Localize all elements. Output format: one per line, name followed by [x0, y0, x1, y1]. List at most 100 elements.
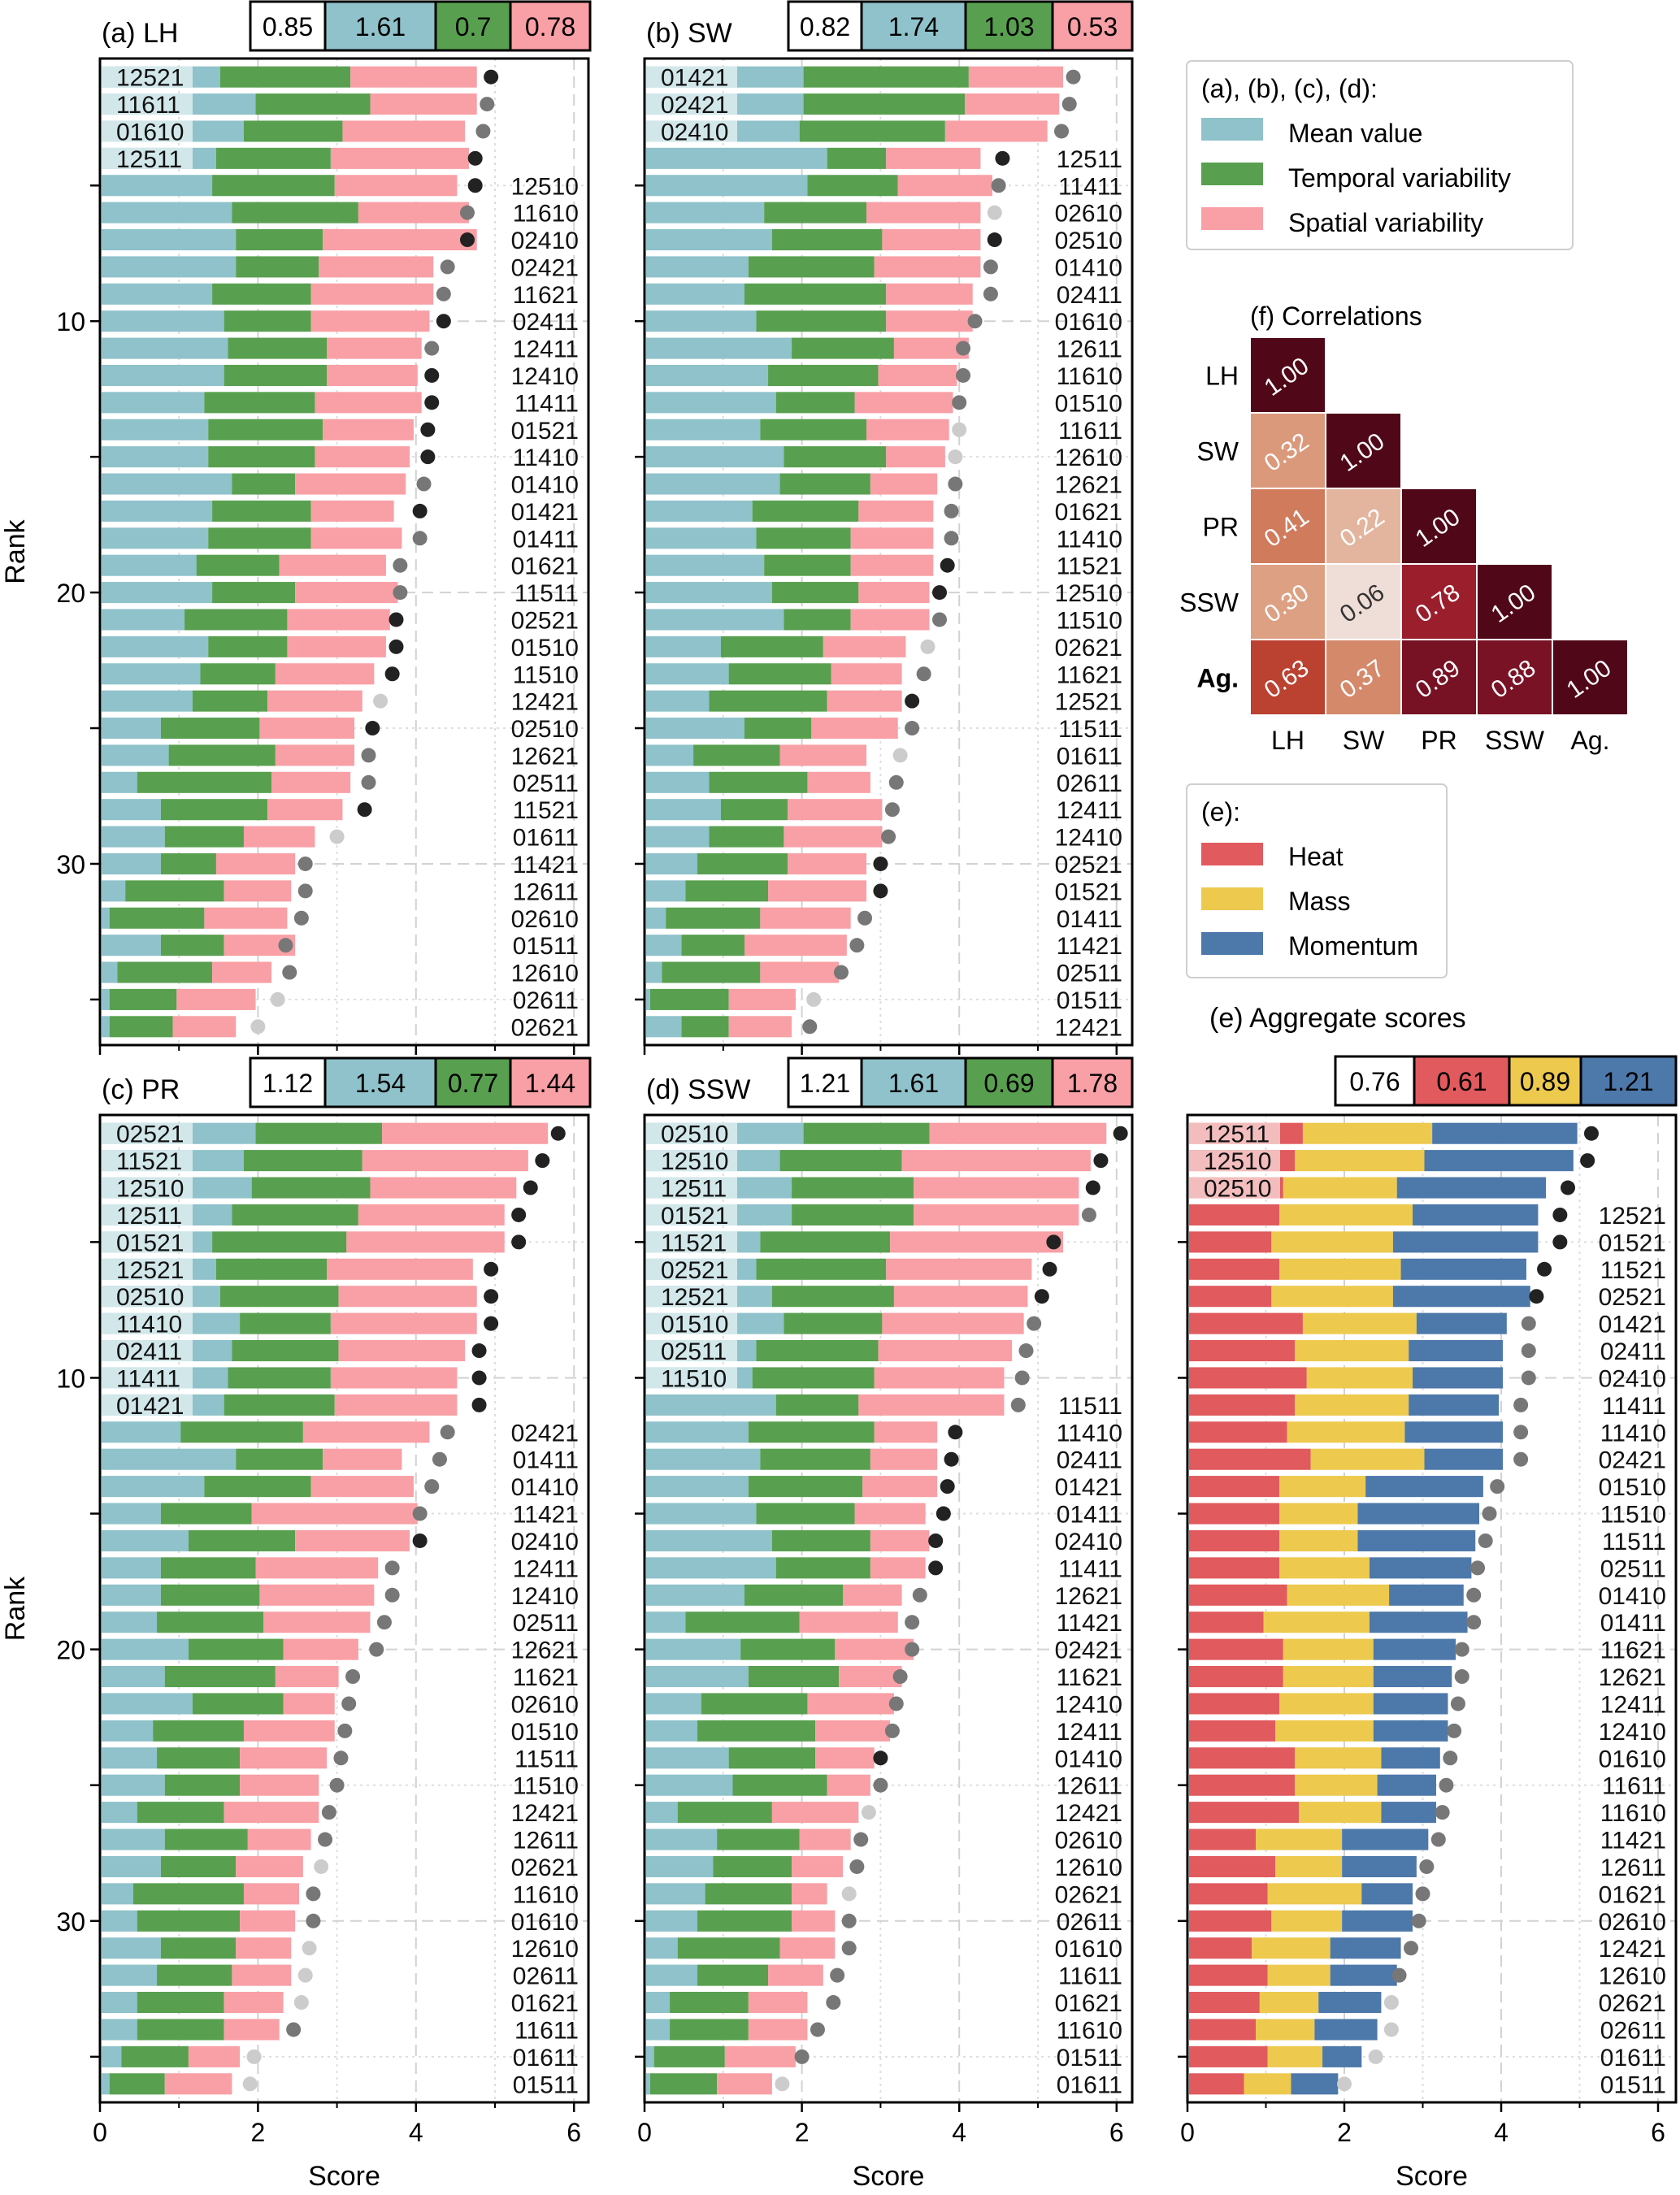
score-dot [888, 1696, 904, 1711]
row-label: 01511 [513, 933, 579, 960]
score-box [787, 1056, 863, 1108]
row-label: 02410 [661, 119, 728, 145]
score-dot [1482, 1506, 1497, 1521]
corr-row-label: SW [1196, 437, 1239, 466]
score-value: 0.76 [1349, 1067, 1400, 1096]
score-dot [389, 612, 404, 627]
bar-segment-2 [212, 500, 311, 522]
label-backdrop [646, 66, 737, 88]
bar-segment-2 [208, 446, 315, 468]
row-label: 01411 [1600, 1610, 1666, 1637]
bar-segment-2 [1283, 1638, 1374, 1660]
bar-segment-2 [180, 1421, 303, 1443]
row-label: 02611 [1600, 2017, 1666, 2044]
bar-segment-3 [1342, 1855, 1417, 1877]
bar-segment-3 [315, 392, 422, 414]
bar-segment-2 [164, 1828, 248, 1850]
bar-segment-3 [1413, 1367, 1503, 1389]
label-backdrop [102, 1204, 193, 1225]
bar-segment-3 [370, 1177, 517, 1199]
bar-segment-3 [858, 582, 930, 604]
bar-segment-3 [807, 1693, 894, 1715]
bar-segment-2 [1278, 1557, 1370, 1579]
label-backdrop [102, 120, 193, 142]
score-dot [794, 2049, 810, 2064]
bar-segment-3 [172, 1016, 237, 1038]
bar-segment-3 [878, 364, 957, 386]
score-dot [293, 910, 309, 926]
bar-segment-1 [102, 935, 161, 957]
label-backdrop [646, 1340, 737, 1362]
score-value: 1.21 [800, 1069, 850, 1098]
bar-segment-3 [760, 907, 851, 929]
score-dot [830, 1967, 845, 1983]
row-label: 01510 [1055, 390, 1122, 417]
bar-segment-1 [646, 609, 784, 631]
bar-segment-2 [1302, 1122, 1433, 1144]
score-dot [873, 856, 888, 871]
row-label: 11611 [1602, 1773, 1666, 1800]
bar-segment-2 [164, 826, 244, 848]
score-dot [920, 639, 936, 654]
row-label: 02610 [511, 1691, 579, 1718]
bar-segment-2 [137, 1992, 224, 2014]
score-dot [471, 1397, 487, 1412]
score-dot [459, 205, 475, 220]
row-label: 02410 [1055, 1529, 1122, 1555]
bar-segment-1 [102, 2073, 110, 2095]
bar-segment-2 [219, 66, 351, 88]
score-dot [1027, 1316, 1042, 1331]
score-dot [424, 1479, 440, 1494]
score-dot [1415, 1886, 1430, 1902]
score-dot [412, 531, 428, 546]
bar-segment-2 [212, 582, 296, 604]
legend-swatch-temporal [1201, 163, 1263, 185]
score-dot [1513, 1451, 1529, 1467]
label-backdrop [646, 1177, 737, 1199]
x-tick-label: 2 [1337, 2118, 1352, 2147]
bar-segment-2 [1299, 1802, 1382, 1824]
bar-segment-3 [224, 1992, 284, 2014]
bar-segment-3 [295, 582, 398, 604]
panel-ssw: 0251012510125110152111521025211252101510… [635, 1056, 1134, 2192]
bar-segment-2 [748, 1421, 875, 1443]
bar-segment-3 [854, 1503, 926, 1525]
row-label: 02521 [116, 1121, 184, 1148]
row-label: 02511 [1600, 1555, 1666, 1582]
score-dot [873, 883, 888, 899]
bar-segment-1 [646, 988, 650, 1010]
score-dot [853, 1832, 869, 1847]
bar-segment-1 [102, 446, 209, 468]
bar-segment-3 [1373, 1720, 1448, 1742]
bar-segment-2 [760, 1231, 891, 1253]
bar-segment-1 [1189, 1910, 1272, 1932]
panel-pr: 0252111521125101251101521125210251011410… [0, 1056, 592, 2192]
row-label: 12411 [1057, 797, 1122, 824]
bar-segment-1 [1189, 1883, 1268, 1905]
bar-segment-1 [1189, 1286, 1272, 1308]
score-dot [436, 286, 451, 301]
bar-segment-2 [132, 1883, 244, 1905]
label-backdrop [102, 1286, 193, 1308]
score-dot [480, 97, 495, 112]
row-label: 02511 [513, 1610, 579, 1637]
bar-segment-1 [102, 1529, 189, 1551]
bar-segment-1 [646, 364, 769, 386]
row-label: 12610 [1599, 1963, 1666, 1990]
label-backdrop [646, 1367, 737, 1389]
bar-segment-2 [157, 1747, 241, 1769]
score-dot [1521, 1343, 1536, 1359]
bar-segment-3 [807, 771, 870, 793]
label-backdrop [102, 1367, 193, 1389]
bar-segment-1 [646, 446, 784, 468]
row-label: 12421 [511, 689, 579, 716]
bar-segment-2 [157, 1964, 232, 1986]
score-dot [471, 1370, 487, 1386]
bar-segment-2 [1256, 2019, 1315, 2041]
score-dot [987, 232, 1002, 248]
score-box [1051, 1056, 1134, 1108]
row-label: 02421 [661, 92, 728, 119]
score-dot [983, 259, 998, 275]
bar-segment-1 [646, 1503, 757, 1525]
legend-label-temporal: Temporal variability [1288, 163, 1511, 193]
